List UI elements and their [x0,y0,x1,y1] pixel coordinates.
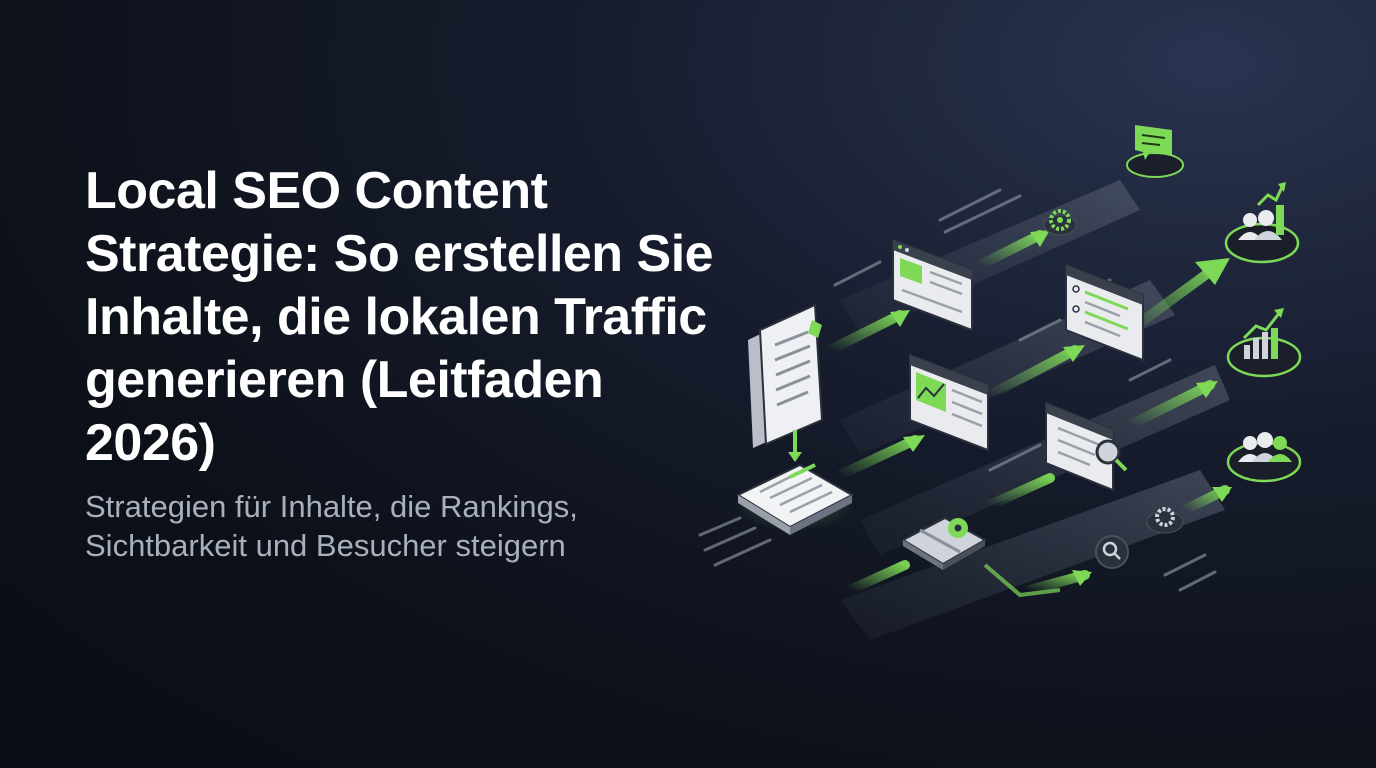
users-growth-icon [1224,182,1300,264]
hero-text: Local SEO Content Strategie: So erstelle… [85,160,725,565]
bar-chart-growth-icon [1226,308,1302,378]
document-stack-icon [748,303,824,462]
users-icon [1226,432,1302,483]
browser-window-icon [892,238,973,332]
content-list-icon [735,463,855,535]
image-page-icon [909,353,989,452]
chat-bubble-icon [1126,125,1184,178]
page-subtitle: Strategien für Inhalte, die Rankings, Si… [85,489,578,563]
bottom-route [983,563,1061,598]
gear-icon [1043,209,1184,569]
green-arrowheads [890,230,1232,586]
map-pin-icon [900,516,988,570]
page-title: Local SEO Content Strategie: So erstelle… [85,162,714,472]
search-results-icon [1065,263,1144,362]
green-arrows [825,230,1230,595]
magnifier-icon [1045,401,1128,492]
